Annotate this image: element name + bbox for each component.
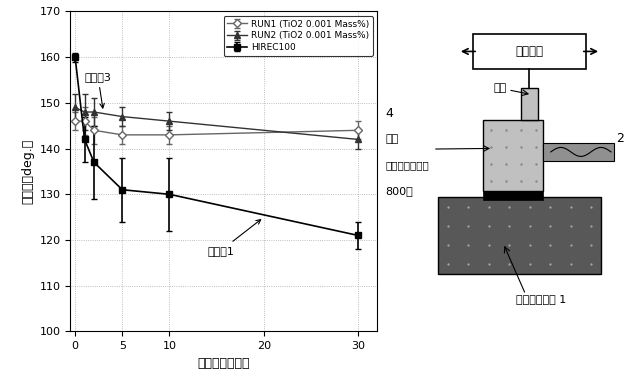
Text: 2: 2 (616, 132, 624, 145)
Text: 比較例1: 比較例1 (207, 219, 260, 256)
Bar (438, 197, 601, 274)
Bar (483, 120, 543, 190)
Text: サンドペーパー: サンドペーパー (385, 160, 429, 170)
Y-axis label: 接触角［deg.］: 接触角［deg.］ (21, 139, 34, 204)
Bar (483, 190, 543, 200)
Text: 荷重: 荷重 (385, 134, 399, 144)
Bar (521, 88, 538, 120)
X-axis label: 往復運動の回数: 往復運動の回数 (198, 357, 250, 370)
Legend: RUN1 (TiO2 0.001 Mass%), RUN2 (TiO2 0.001 Mass%), HIREC100: RUN1 (TiO2 0.001 Mass%), RUN2 (TiO2 0.00… (223, 16, 372, 56)
Text: 評価サンプル 1: 評価サンプル 1 (516, 295, 566, 304)
Text: 荷重: 荷重 (493, 83, 506, 93)
Text: 800番: 800番 (385, 186, 413, 196)
Text: 4: 4 (385, 107, 393, 120)
Text: 実施例3: 実施例3 (84, 72, 111, 108)
Bar (473, 34, 586, 69)
Text: 往復運動: 往復運動 (515, 45, 543, 58)
Bar (543, 143, 614, 161)
